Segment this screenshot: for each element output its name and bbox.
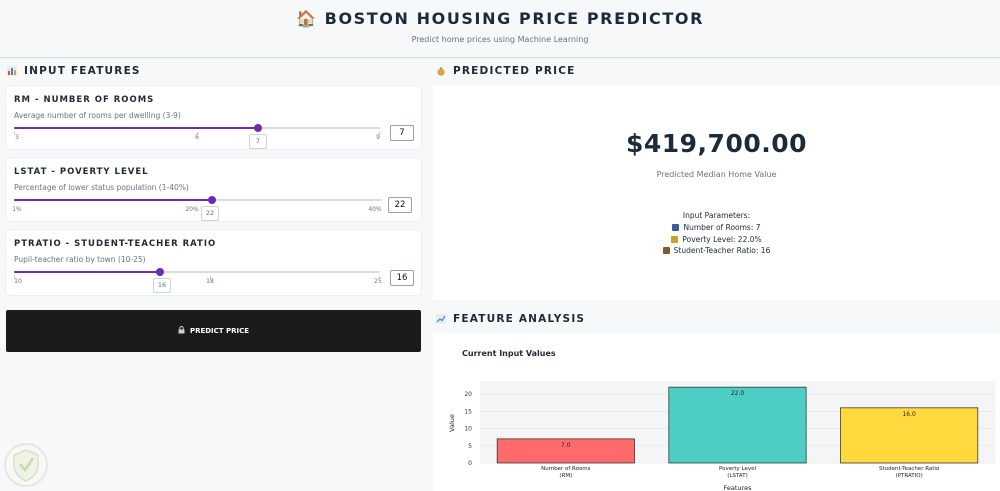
rm-slider[interactable]: [14, 124, 380, 132]
predicted-price-heading: PREDICTED PRICE: [436, 65, 576, 77]
feature-title: LSTAT - POVERTY LEVEL: [14, 167, 149, 177]
tick-mark: [14, 132, 15, 135]
slider-thumb[interactable]: [207, 196, 216, 204]
bar-data-label: 22.0: [731, 390, 745, 397]
bar-data-label: 16.0: [902, 411, 916, 418]
param-poverty: Poverty Level: 22.0%: [423, 235, 1000, 244]
x-tick-label: Student-Teacher Ratio: [879, 466, 940, 472]
shield-logo-icon: [2, 441, 50, 489]
predicted-price-title: PREDICTED PRICE: [453, 65, 576, 77]
x-axis-label: Features: [724, 484, 753, 491]
input-features-title: INPUT FEATURES: [24, 65, 141, 77]
x-tick-label: Number of Rooms: [541, 466, 591, 472]
rm-number-input[interactable]: 7: [390, 125, 414, 141]
slider-fill: [14, 127, 259, 129]
slider-mid-label: 6: [195, 134, 199, 141]
lstat-slider[interactable]: [14, 196, 382, 204]
feature-card-ptratio: PTRATIO - STUDENT-TEACHER RATIO Pupil-te…: [6, 230, 421, 295]
bed-icon: [672, 224, 680, 231]
feature-title: PTRATIO - STUDENT-TEACHER RATIO: [14, 239, 217, 249]
feature-bar-chart: 0 5 10 15 20 7.0 Number of Rooms(RM) 22.0 Povert…: [448, 381, 995, 491]
x-tick-label: (LSTAT): [727, 473, 747, 479]
predicted-price-value: $419,700.00: [625, 129, 808, 158]
page-title: 🏠 BOSTON HOUSING PRICE PREDICTOR: [295, 9, 705, 28]
tick-mark: [210, 276, 211, 279]
slider-max-label: 25: [374, 278, 382, 285]
bar: [840, 407, 979, 464]
ptratio-number-input[interactable]: 16: [390, 270, 414, 286]
y-tick-label: 5: [468, 443, 472, 450]
param-poverty-text: Poverty Level: 22.0%: [682, 235, 762, 244]
feature-description: Percentage of lower status population (1…: [14, 183, 189, 192]
feature-card-rm: RM - NUMBER OF ROOMS Average number of r…: [6, 86, 421, 149]
y-tick-label: 20: [464, 391, 472, 398]
predict-price-button[interactable]: PREDICT PRICE: [6, 310, 421, 352]
page-subtitle: Predict home prices using Machine Learni…: [411, 35, 589, 44]
x-tick-label: (RM): [559, 473, 572, 479]
money-bag-icon: [436, 66, 446, 76]
x-tick-label: Poverty Level: [719, 466, 757, 472]
slider-min-label: 10: [14, 278, 22, 285]
bar-data-label: 7.0: [561, 442, 571, 449]
bar-chart-icon: [7, 66, 17, 76]
chart-card: Current Input Values 0 5 10 15 20 7.0 Number o…: [433, 333, 1000, 491]
feature-title: RM - NUMBER OF ROOMS: [14, 95, 155, 105]
tick-mark: [379, 132, 380, 135]
app-header: 🏠 BOSTON HOUSING PRICE PREDICTOR Predict…: [0, 0, 1000, 58]
tick-mark: [14, 276, 15, 279]
line-chart-icon: [436, 314, 446, 324]
slider-value-tooltip: 7: [249, 134, 267, 149]
slider-mid-label: 18: [206, 278, 214, 285]
tick-mark: [379, 276, 380, 279]
slider-thumb[interactable]: [254, 124, 263, 132]
feature-analysis-title: FEATURE ANALYSIS: [453, 313, 586, 325]
lstat-number-input[interactable]: 22: [388, 197, 412, 213]
tick-mark: [197, 132, 198, 135]
input-features-heading: INPUT FEATURES: [7, 65, 141, 77]
y-tick-label: 15: [464, 408, 472, 415]
bar: [668, 386, 807, 464]
slider-min-label: 3: [15, 134, 19, 141]
feature-description: Average number of rooms per dwelling (3-…: [14, 111, 181, 120]
chart-title: Current Input Values: [462, 349, 556, 358]
y-axis-label: Value: [448, 414, 456, 432]
slider-value-tooltip: 22: [201, 206, 219, 221]
predict-button-label: PREDICT PRICE: [189, 327, 250, 335]
predicted-price-label: Predicted Median Home Value: [656, 170, 777, 179]
slider-mid-label: 20%: [185, 206, 199, 213]
ptratio-slider[interactable]: [14, 268, 380, 276]
slider-min-label: 1%: [12, 206, 22, 213]
x-tick-label: (PTRATIO): [896, 473, 923, 479]
input-parameters-title: Input Parameters:: [682, 211, 751, 220]
slider-max-label: 40%: [368, 206, 382, 213]
slider-max-label: 9: [376, 134, 380, 141]
bar-chart-icon: [671, 236, 679, 243]
price-card: $419,700.00 Predicted Median Home Value …: [433, 85, 1000, 300]
y-tick-label: 10: [464, 426, 472, 433]
teacher-icon: [662, 247, 670, 254]
param-ratio: Student-Teacher Ratio: 16: [423, 246, 1000, 255]
param-rooms: Number of Rooms: 7: [423, 223, 1000, 232]
param-rooms-text: Number of Rooms: 7: [683, 223, 761, 232]
param-ratio-text: Student-Teacher Ratio: 16: [673, 246, 771, 255]
slider-fill: [14, 271, 161, 273]
lock-icon: [178, 326, 185, 336]
feature-analysis-heading: FEATURE ANALYSIS: [436, 313, 585, 325]
slider-fill: [14, 199, 212, 201]
slider-value-tooltip: 16: [153, 278, 171, 293]
y-tick-label: 0: [468, 460, 472, 467]
slider-thumb[interactable]: [156, 268, 165, 276]
bar: [496, 438, 635, 464]
feature-description: Pupil-teacher ratio by town (10-25): [14, 255, 146, 264]
feature-card-lstat: LSTAT - POVERTY LEVEL Percentage of lowe…: [6, 158, 421, 221]
